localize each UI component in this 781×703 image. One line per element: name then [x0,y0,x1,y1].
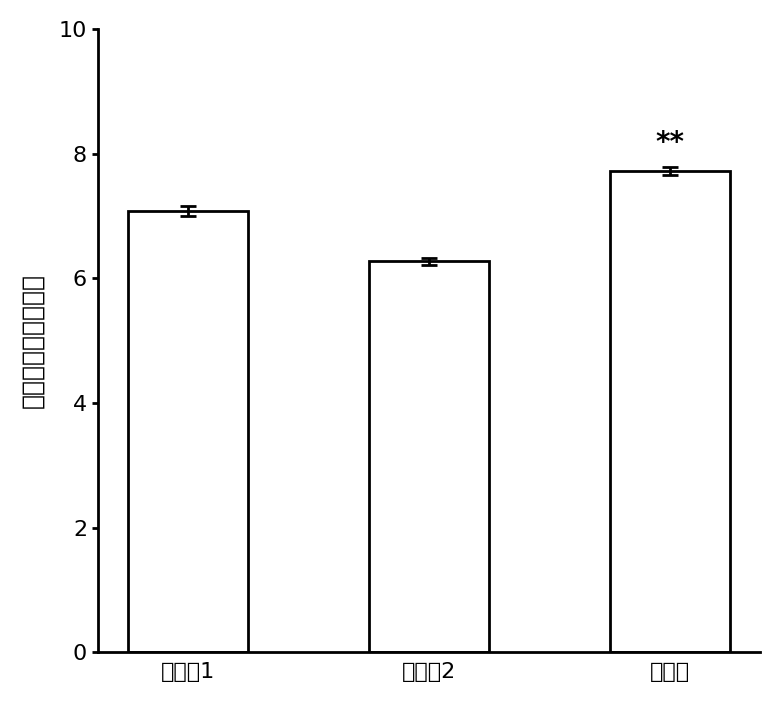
Bar [127,211,248,652]
Y-axis label: 总多酚（毫克每克）: 总多酚（毫克每克） [21,273,45,408]
Bar [369,262,489,652]
Text: **: ** [655,129,684,157]
Bar [609,171,730,652]
